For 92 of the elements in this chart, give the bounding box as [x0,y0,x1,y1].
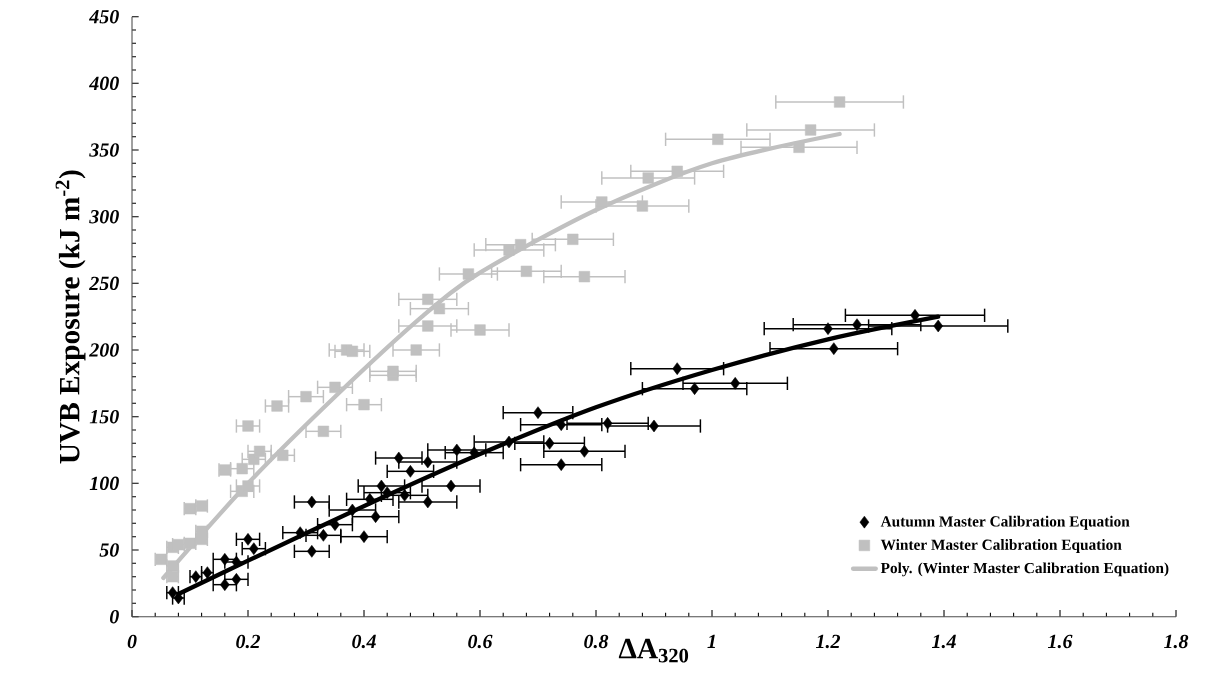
point [365,493,375,506]
point [556,458,566,471]
point [446,479,456,493]
point [387,365,399,377]
y-tick-label: 450 [88,9,119,24]
point [433,303,446,315]
point [394,451,404,465]
point [829,342,839,355]
point [370,510,381,523]
point [469,446,479,459]
point [462,268,475,280]
y-tick-label: 100 [89,476,119,491]
x-tick-label: 1 [707,634,715,648]
point [474,324,486,336]
y-tick-label: 400 [88,76,119,91]
point [422,320,434,332]
point [642,172,654,184]
point [410,344,422,356]
point [596,196,608,208]
point [242,420,254,432]
legend-label: Winter Master Calibration Equation [880,539,1122,554]
point [423,455,433,469]
point [382,486,392,499]
y-tick-label: 50 [99,543,119,557]
legend-label: Autumn Master Calibration Equation [880,515,1130,530]
point [220,578,230,591]
y-tick-label: 0 [109,609,119,624]
point [515,239,527,251]
point [834,96,846,108]
y-tick-label: 200 [89,343,119,357]
point [602,417,613,430]
point [220,553,230,566]
point [504,435,514,449]
point [712,133,724,145]
point [172,539,184,551]
point [254,445,266,457]
x-tick-label: 0.4 [352,634,376,649]
x-tick-label: 1.2 [815,634,841,649]
point [318,529,329,542]
point [405,465,416,478]
point [358,399,370,411]
y-axis-title: UVB Exposure (kJ m$^{-2}$) [55,170,86,464]
y-tick-label: 150 [89,409,119,424]
point [359,530,369,543]
point [636,200,649,212]
point [317,425,330,437]
point [271,400,283,412]
point [578,271,591,283]
x-tick-label: 0 [127,634,137,649]
point [672,362,682,375]
y-tick-label: 250 [89,276,119,291]
point [329,381,341,393]
point [649,419,659,433]
point [307,495,317,509]
legend-label: Poly. (Winter Master Calibration Equation) [880,562,1169,577]
point [422,293,434,305]
point [295,526,305,539]
point [376,479,387,493]
point [300,391,312,403]
point [852,318,862,331]
point [399,489,410,502]
point [236,463,248,475]
point [277,449,289,461]
point [347,503,358,517]
x-tick-label: 0.2 [236,634,261,649]
point [671,165,683,177]
point [243,533,253,546]
point [503,244,515,256]
x-axis-title: ΔA$_{320}$ [618,638,689,663]
point [933,319,943,333]
x-tick-label: 0.6 [468,634,493,649]
point [567,233,579,245]
x-tick-label: 1.8 [1163,634,1189,649]
point [231,573,242,586]
point [307,545,317,558]
point [556,418,566,431]
point [805,124,817,136]
point [452,443,462,457]
point [346,345,359,357]
y-tick-label: 350 [89,143,119,157]
point [249,542,259,555]
point [533,406,543,419]
x-tick-label: 1.4 [931,634,956,649]
point [579,445,590,458]
point [423,495,433,509]
x-tick-label: 0.8 [584,634,609,649]
point [823,322,833,335]
y-tick-label: 300 [89,209,119,224]
point [730,377,740,390]
x-tick-label: 1.6 [1047,634,1073,649]
point [689,382,700,395]
point [520,265,533,277]
